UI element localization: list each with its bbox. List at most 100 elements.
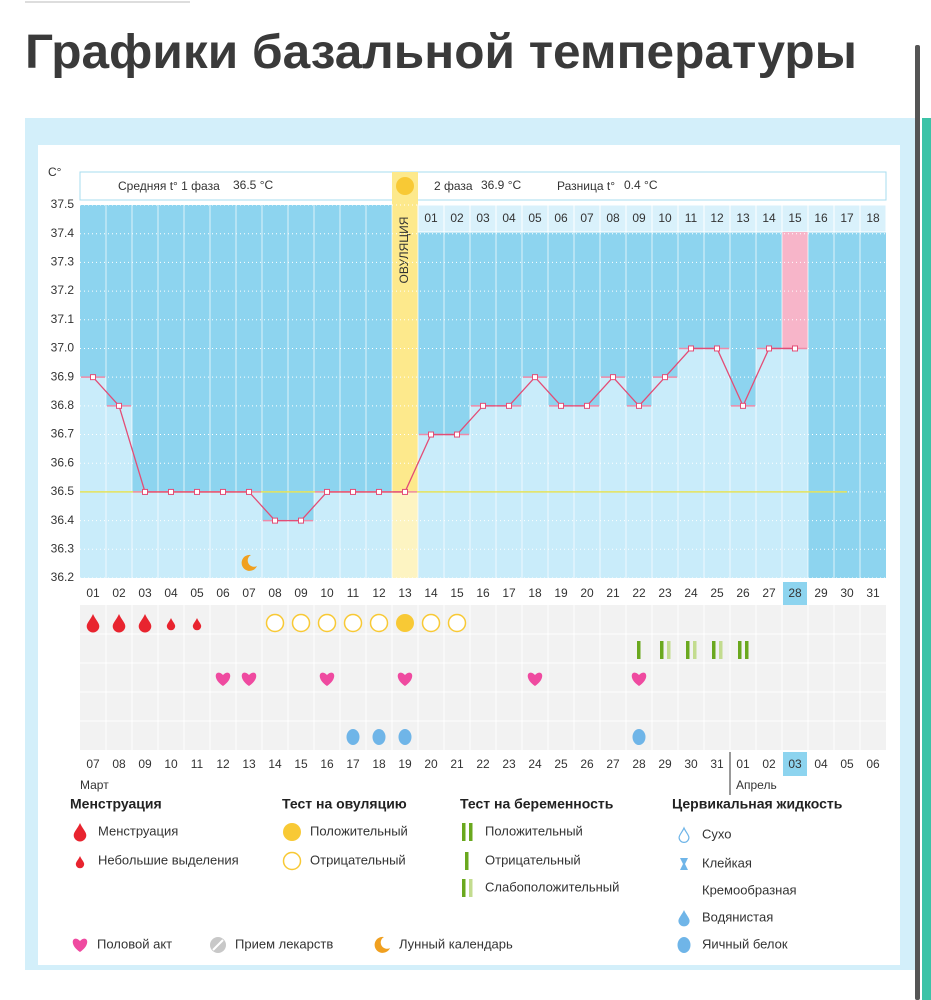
icon-ovulation-positive bbox=[283, 823, 301, 841]
phase2-day: 05 bbox=[528, 211, 542, 225]
x-tick-label: 30 bbox=[840, 586, 854, 600]
icon-part bbox=[396, 614, 414, 632]
icon-part bbox=[265, 613, 285, 633]
temperature-bar bbox=[782, 348, 808, 578]
icon-part bbox=[447, 613, 467, 633]
temperature-bar bbox=[600, 377, 626, 578]
phase2-day: 01 bbox=[424, 211, 438, 225]
icon-intercourse bbox=[215, 672, 231, 686]
phase2-day: 02 bbox=[450, 211, 464, 225]
icon-spotting bbox=[192, 618, 202, 631]
phase2-day: 12 bbox=[710, 211, 724, 225]
temperature-point bbox=[480, 402, 486, 409]
icon-ovulation-negative bbox=[282, 851, 302, 871]
temperature-bar bbox=[340, 491, 366, 578]
icon-part bbox=[421, 613, 441, 633]
icon-ovulation-negative bbox=[343, 613, 363, 633]
phase2-day: 10 bbox=[658, 211, 672, 225]
icon-part bbox=[86, 614, 100, 633]
temperature-point bbox=[168, 488, 174, 495]
chart: ОВУЛЯЦИЯ Средняя t° 1 фаза 36.5 °C 2 фаза 36… bbox=[48, 165, 887, 953]
temperature-point bbox=[90, 374, 96, 381]
icon-part bbox=[283, 823, 301, 841]
icon-part bbox=[680, 858, 688, 870]
y-tick-label: 37.1 bbox=[51, 312, 75, 326]
phase-header bbox=[79, 171, 887, 201]
y-tick-label: 37.0 bbox=[51, 341, 75, 355]
icon-spotting bbox=[166, 618, 176, 631]
icon-spotting bbox=[75, 856, 85, 869]
x-tick-label: 29 bbox=[814, 586, 828, 600]
temperature-point bbox=[584, 402, 590, 409]
date-label: 13 bbox=[242, 757, 256, 771]
icon-part bbox=[73, 823, 87, 842]
y-tick-label: 36.8 bbox=[51, 398, 75, 412]
icon-part bbox=[398, 729, 412, 745]
icon-part bbox=[75, 856, 85, 869]
x-tick-label: 28 bbox=[788, 586, 802, 600]
phase2-day: 04 bbox=[502, 211, 516, 225]
temperature-point bbox=[428, 431, 434, 438]
icon-part bbox=[166, 618, 176, 631]
phase2-cell bbox=[807, 204, 835, 233]
icon-part bbox=[465, 852, 469, 870]
y-tick-label: 36.2 bbox=[51, 570, 75, 584]
x-tick-label: 18 bbox=[528, 586, 542, 600]
highlight-day-box bbox=[783, 582, 807, 605]
x-tick-label: 22 bbox=[632, 586, 646, 600]
legend-label: Сухо bbox=[702, 826, 731, 841]
icon-part bbox=[678, 910, 690, 927]
date-label: 11 bbox=[191, 757, 204, 771]
x-tick-label: 15 bbox=[450, 586, 464, 600]
icon-pregnancy-positive bbox=[462, 823, 473, 841]
date-label: 08 bbox=[112, 757, 126, 771]
y-tick-label: 36.9 bbox=[51, 369, 75, 383]
temperature-bar bbox=[210, 491, 236, 578]
phase2-cell bbox=[677, 204, 705, 233]
date-label: 19 bbox=[398, 757, 412, 771]
icon-pregnancy-negative bbox=[637, 641, 641, 659]
x-tick-label: 06 bbox=[216, 586, 230, 600]
temperature-point bbox=[636, 402, 642, 409]
y-tick-label: 37.3 bbox=[51, 255, 75, 269]
icon-part bbox=[462, 823, 466, 841]
phase2-cell bbox=[781, 204, 809, 233]
x-tick-label: 12 bbox=[372, 586, 386, 600]
date-label: 23 bbox=[502, 757, 516, 771]
icon-part bbox=[241, 672, 257, 686]
ovulation-label: ОВУЛЯЦИЯ bbox=[397, 217, 411, 284]
legend-label: Положительный bbox=[485, 823, 583, 838]
icon-part bbox=[712, 641, 716, 659]
phase-stat-value: 36.9 °C bbox=[481, 178, 521, 192]
phase2-day: 17 bbox=[840, 211, 854, 225]
y-tick-label: 36.4 bbox=[51, 513, 75, 527]
icon-part bbox=[678, 826, 690, 843]
phase2-cell bbox=[417, 204, 445, 233]
y-tick-label: 36.3 bbox=[51, 541, 75, 555]
date-label: 09 bbox=[138, 757, 152, 771]
y-tick-label: 36.7 bbox=[51, 427, 75, 441]
icon-part bbox=[719, 641, 723, 659]
phase-stat-label: 2 фаза bbox=[434, 179, 473, 193]
icon-part bbox=[112, 614, 126, 633]
temperature-point bbox=[714, 345, 720, 352]
month-label: Апрель bbox=[736, 778, 777, 792]
phase2-cell bbox=[573, 204, 601, 233]
phase2-day: 15 bbox=[788, 211, 802, 225]
side-strip bbox=[922, 118, 931, 1000]
icon-part bbox=[317, 613, 337, 633]
icon-part bbox=[462, 879, 466, 897]
temperature-bar bbox=[236, 491, 262, 578]
temperature-point bbox=[662, 374, 668, 381]
icon-part bbox=[686, 641, 690, 659]
icon-ovulation-negative bbox=[447, 613, 467, 633]
icon-egg-white bbox=[372, 729, 386, 745]
date-label: 14 bbox=[268, 757, 282, 771]
legend-label: Отрицательный bbox=[485, 852, 581, 867]
date-label: 10 bbox=[164, 757, 178, 771]
temperature-point bbox=[116, 402, 122, 409]
date-label: 24 bbox=[528, 757, 542, 771]
icon-part bbox=[738, 641, 742, 659]
temperature-point bbox=[766, 345, 772, 352]
x-tick-label: 07 bbox=[242, 586, 256, 600]
